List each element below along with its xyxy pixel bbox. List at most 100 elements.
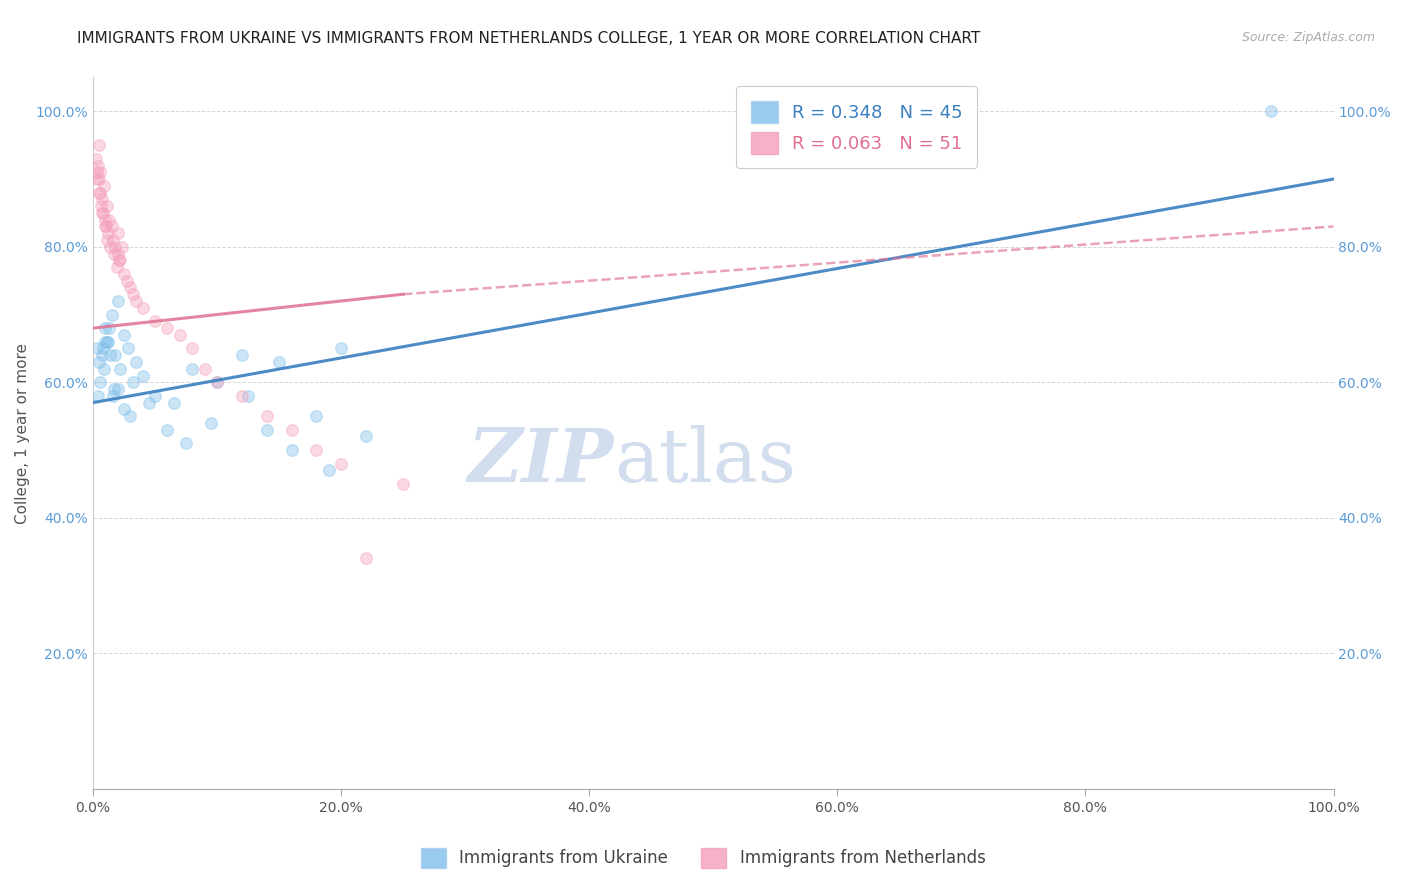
Point <box>143 389 166 403</box>
Point <box>156 321 179 335</box>
Point <box>115 274 138 288</box>
Y-axis label: College, 1 year or more: College, 1 year or more <box>15 343 30 524</box>
Point <box>96 334 118 349</box>
Point <box>231 348 253 362</box>
Point <box>256 409 278 424</box>
Point <box>98 212 121 227</box>
Point <box>269 355 291 369</box>
Point <box>108 253 131 268</box>
Point <box>318 463 340 477</box>
Point <box>131 301 153 315</box>
Point <box>100 240 122 254</box>
Point <box>280 443 302 458</box>
Point <box>86 172 108 186</box>
Point <box>107 226 129 240</box>
Point <box>104 240 127 254</box>
Point <box>125 293 148 308</box>
Point <box>138 395 160 409</box>
Point <box>117 342 139 356</box>
Point <box>96 233 118 247</box>
Point <box>100 219 122 234</box>
Point <box>90 193 112 207</box>
Point <box>87 172 110 186</box>
Point <box>205 376 228 390</box>
Point <box>93 361 115 376</box>
Point <box>305 443 328 458</box>
Point <box>103 246 125 260</box>
Point <box>112 327 135 342</box>
Text: ZIP: ZIP <box>468 425 614 498</box>
Point <box>131 368 153 383</box>
Point <box>163 395 186 409</box>
Point <box>94 321 117 335</box>
Point <box>200 416 222 430</box>
Point <box>194 361 217 376</box>
Point <box>96 199 118 213</box>
Text: IMMIGRANTS FROM UKRAINE VS IMMIGRANTS FROM NETHERLANDS COLLEGE, 1 YEAR OR MORE C: IMMIGRANTS FROM UKRAINE VS IMMIGRANTS FR… <box>77 31 980 46</box>
Point <box>256 423 278 437</box>
Point <box>93 178 115 193</box>
Point <box>86 165 108 179</box>
Point <box>330 342 353 356</box>
Point <box>181 361 204 376</box>
Point <box>94 219 117 234</box>
Point <box>354 551 377 566</box>
Point <box>110 361 132 376</box>
Point <box>91 342 114 356</box>
Point <box>97 226 120 240</box>
Point <box>94 212 117 227</box>
Point <box>86 342 108 356</box>
Point <box>84 152 107 166</box>
Point <box>100 348 122 362</box>
Point <box>89 186 111 200</box>
Point <box>112 267 135 281</box>
Point <box>280 423 302 437</box>
Point <box>89 165 111 179</box>
Point <box>90 199 112 213</box>
Point <box>330 457 353 471</box>
Point <box>87 159 110 173</box>
Point <box>121 376 143 390</box>
Point <box>156 423 179 437</box>
Point <box>392 476 415 491</box>
Point <box>90 348 112 362</box>
Point <box>143 314 166 328</box>
Point <box>94 334 117 349</box>
Point <box>91 206 114 220</box>
Point <box>98 321 121 335</box>
Point <box>205 376 228 390</box>
Point <box>89 186 111 200</box>
Point <box>169 327 191 342</box>
Point <box>112 402 135 417</box>
Point <box>110 240 132 254</box>
Legend: R = 0.348   N = 45, R = 0.063   N = 51: R = 0.348 N = 45, R = 0.063 N = 51 <box>737 87 977 169</box>
Point <box>1260 104 1282 119</box>
Point <box>107 382 129 396</box>
Point <box>108 253 131 268</box>
Point <box>89 138 111 153</box>
Point <box>354 429 377 443</box>
Legend: Immigrants from Ukraine, Immigrants from Netherlands: Immigrants from Ukraine, Immigrants from… <box>413 841 993 875</box>
Point <box>101 233 124 247</box>
Point <box>305 409 328 424</box>
Point <box>107 246 129 260</box>
Point <box>120 409 142 424</box>
Point <box>101 389 124 403</box>
Point <box>125 355 148 369</box>
Point <box>89 376 111 390</box>
Point <box>100 308 122 322</box>
Point <box>94 219 117 234</box>
Point <box>89 355 111 369</box>
Point <box>121 287 143 301</box>
Point <box>181 342 204 356</box>
Point <box>105 260 128 274</box>
Point <box>236 389 259 403</box>
Text: Source: ZipAtlas.com: Source: ZipAtlas.com <box>1241 31 1375 45</box>
Point <box>103 382 125 396</box>
Point <box>107 293 129 308</box>
Point <box>174 436 197 450</box>
Text: atlas: atlas <box>614 425 796 498</box>
Point <box>231 389 253 403</box>
Point <box>104 348 127 362</box>
Point <box>87 389 110 403</box>
